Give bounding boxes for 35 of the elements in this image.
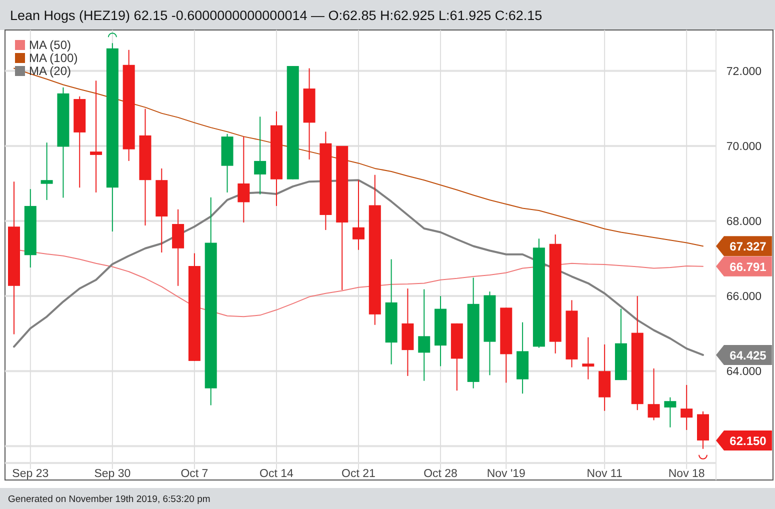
x-tick-label: Oct 7 xyxy=(180,468,208,480)
x-tick-label: Sep 23 xyxy=(12,468,49,480)
x-tick-label: Oct 14 xyxy=(260,468,294,480)
y-tick-label: 66.000 xyxy=(726,291,762,304)
text: 62.150 xyxy=(730,434,767,448)
candlestick xyxy=(238,136,250,223)
chart-title: Lean Hogs (HEZ19) 62.15 -0.6000000000000014 — O:62.85 H:62.925 L:61.925 C:62.15 xyxy=(10,8,542,23)
line-series xyxy=(14,68,704,247)
candlestick xyxy=(680,384,693,430)
x-tick-label: Sep 30 xyxy=(94,468,131,480)
text: 64.425 xyxy=(730,348,767,362)
y-tick-label: 68.000 xyxy=(726,216,762,228)
y-tick-label: 70.000 xyxy=(726,140,762,153)
candlestick xyxy=(418,288,430,382)
x-tick-label: Nov '19 xyxy=(486,468,526,480)
x-tick-label: Nov 11 xyxy=(586,468,622,480)
candlestick xyxy=(664,396,676,428)
line-series xyxy=(13,179,704,356)
candlestick xyxy=(40,142,53,200)
x-tick-label: Oct 28 xyxy=(424,468,458,480)
candlestick xyxy=(582,336,594,380)
y-tick-label: 64.000 xyxy=(726,366,762,378)
y-tick-label: 72.000 xyxy=(726,66,762,78)
legend-label: MA (100) xyxy=(29,51,78,65)
text: 66.791 xyxy=(730,260,767,274)
legend-label: MA (50) xyxy=(29,38,72,52)
x-tick-label: Oct 21 xyxy=(342,468,376,480)
legend-label: MA (20) xyxy=(29,64,72,78)
candlestick xyxy=(648,368,660,421)
candlestick xyxy=(90,80,102,193)
text: 67.327 xyxy=(730,240,767,254)
text: Generated on November 19th 2019, 6:53:20 pm xyxy=(8,494,210,505)
candlestick xyxy=(254,116,266,195)
candlestick xyxy=(352,180,364,250)
x-tick-label: Nov 18 xyxy=(668,468,705,480)
